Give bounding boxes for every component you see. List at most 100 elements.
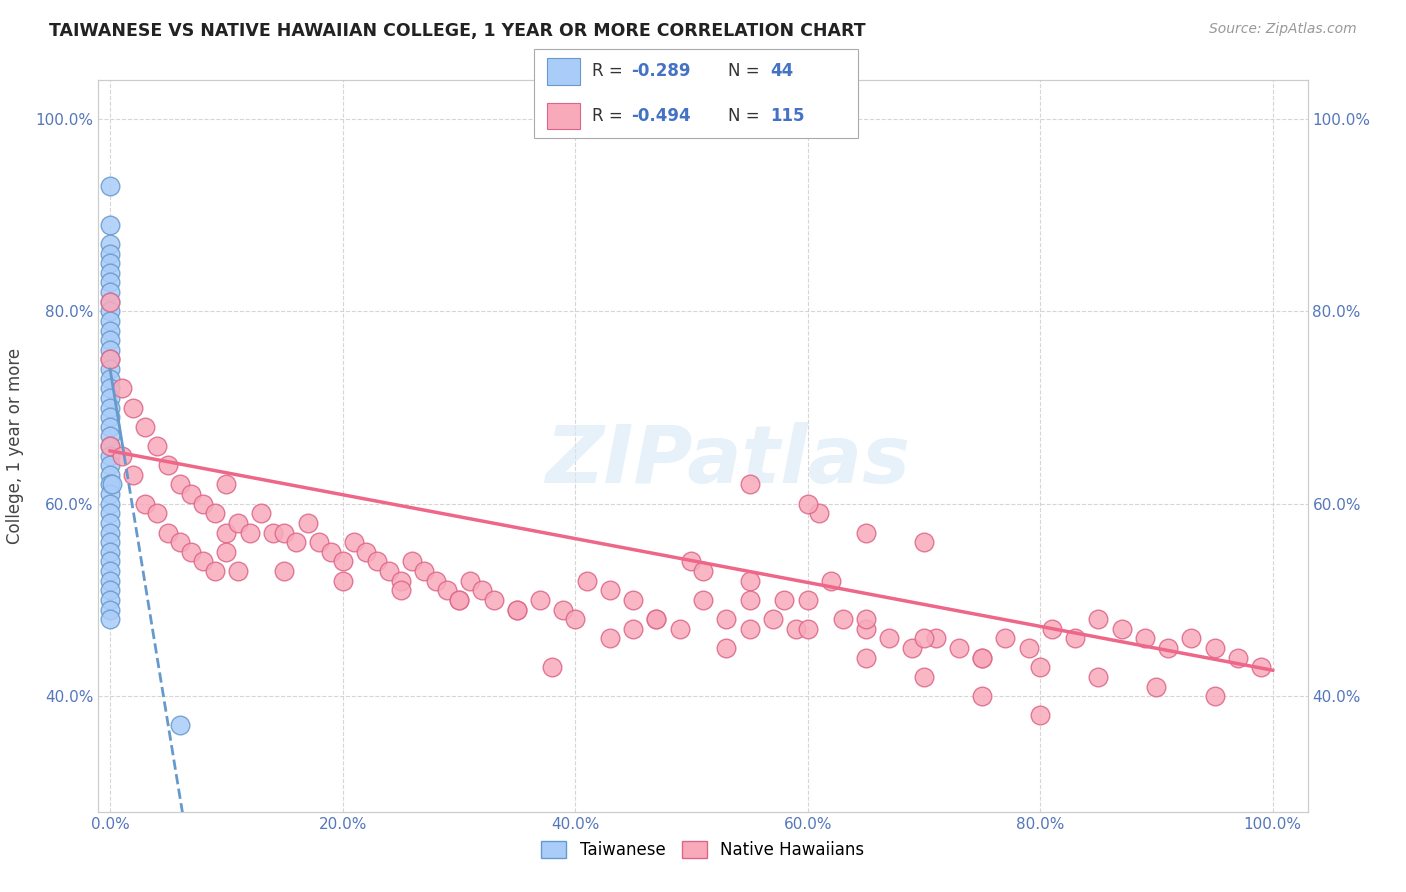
Point bbox=[319, 545, 342, 559]
Point bbox=[354, 545, 377, 559]
Point bbox=[98, 246, 121, 260]
Point bbox=[738, 574, 761, 588]
Point bbox=[98, 497, 121, 511]
Point bbox=[204, 564, 226, 578]
Point bbox=[366, 554, 388, 568]
Point bbox=[273, 564, 295, 578]
Point bbox=[111, 381, 134, 395]
Point bbox=[796, 497, 818, 511]
Point bbox=[506, 602, 529, 616]
Point bbox=[796, 593, 818, 607]
Point bbox=[1180, 632, 1202, 646]
Point bbox=[1087, 670, 1109, 684]
Point bbox=[855, 525, 877, 540]
Point bbox=[191, 497, 214, 511]
Point bbox=[98, 333, 121, 347]
Point bbox=[447, 593, 470, 607]
Point bbox=[994, 632, 1017, 646]
Point bbox=[157, 525, 180, 540]
Point bbox=[169, 718, 191, 732]
Point bbox=[98, 371, 121, 385]
Point bbox=[738, 593, 761, 607]
Point bbox=[413, 564, 436, 578]
Point bbox=[773, 593, 796, 607]
Point bbox=[401, 554, 423, 568]
Point bbox=[226, 564, 249, 578]
Point bbox=[831, 612, 853, 626]
Point bbox=[343, 535, 366, 549]
Point bbox=[924, 632, 946, 646]
Point bbox=[101, 477, 124, 491]
Point bbox=[471, 583, 494, 598]
Point bbox=[98, 602, 121, 616]
Point bbox=[262, 525, 284, 540]
Point bbox=[681, 554, 703, 568]
Point bbox=[98, 439, 121, 453]
Point bbox=[98, 545, 121, 559]
FancyBboxPatch shape bbox=[534, 49, 858, 138]
Point bbox=[111, 449, 134, 463]
Point bbox=[169, 535, 191, 549]
Point bbox=[436, 583, 458, 598]
Point bbox=[285, 535, 308, 549]
Point bbox=[506, 602, 529, 616]
Point bbox=[1018, 641, 1040, 656]
Point bbox=[482, 593, 505, 607]
Point bbox=[250, 507, 273, 521]
Point bbox=[215, 477, 238, 491]
Point bbox=[1157, 641, 1180, 656]
Point bbox=[796, 622, 818, 636]
Point bbox=[389, 583, 412, 598]
Text: N =: N = bbox=[728, 62, 765, 80]
Y-axis label: College, 1 year or more: College, 1 year or more bbox=[7, 348, 24, 544]
Point bbox=[98, 419, 121, 434]
Point bbox=[215, 545, 238, 559]
Point bbox=[297, 516, 319, 530]
Point bbox=[308, 535, 330, 549]
Point bbox=[855, 622, 877, 636]
Point bbox=[98, 410, 121, 425]
Point bbox=[98, 564, 121, 578]
Point bbox=[1087, 612, 1109, 626]
Point bbox=[855, 650, 877, 665]
Text: -0.289: -0.289 bbox=[631, 62, 690, 80]
Point bbox=[389, 574, 412, 588]
Point bbox=[970, 690, 993, 704]
Point bbox=[564, 612, 586, 626]
Point bbox=[692, 564, 714, 578]
Point bbox=[378, 564, 401, 578]
Point bbox=[98, 276, 121, 290]
Point bbox=[98, 352, 121, 367]
Point bbox=[785, 622, 807, 636]
Point bbox=[145, 439, 167, 453]
Point bbox=[1204, 641, 1226, 656]
Point bbox=[204, 507, 226, 521]
Point bbox=[215, 525, 238, 540]
Point bbox=[1029, 660, 1052, 674]
Point bbox=[98, 343, 121, 357]
Point bbox=[145, 507, 167, 521]
FancyBboxPatch shape bbox=[547, 58, 579, 85]
Point bbox=[98, 294, 121, 309]
Point bbox=[621, 622, 644, 636]
Point bbox=[1226, 650, 1249, 665]
Point bbox=[98, 304, 121, 318]
Point bbox=[134, 497, 156, 511]
Point bbox=[948, 641, 970, 656]
Point bbox=[762, 612, 785, 626]
Point bbox=[855, 612, 877, 626]
Point bbox=[1029, 708, 1052, 723]
Point bbox=[98, 236, 121, 251]
Point bbox=[239, 525, 262, 540]
Point bbox=[157, 458, 180, 473]
Text: 44: 44 bbox=[770, 62, 793, 80]
Point bbox=[98, 179, 121, 194]
Text: -0.494: -0.494 bbox=[631, 107, 690, 125]
Point bbox=[98, 218, 121, 232]
Point bbox=[122, 467, 145, 482]
Point bbox=[191, 554, 214, 568]
Point bbox=[98, 314, 121, 328]
Point bbox=[98, 477, 121, 491]
Point bbox=[901, 641, 924, 656]
Point bbox=[1133, 632, 1156, 646]
